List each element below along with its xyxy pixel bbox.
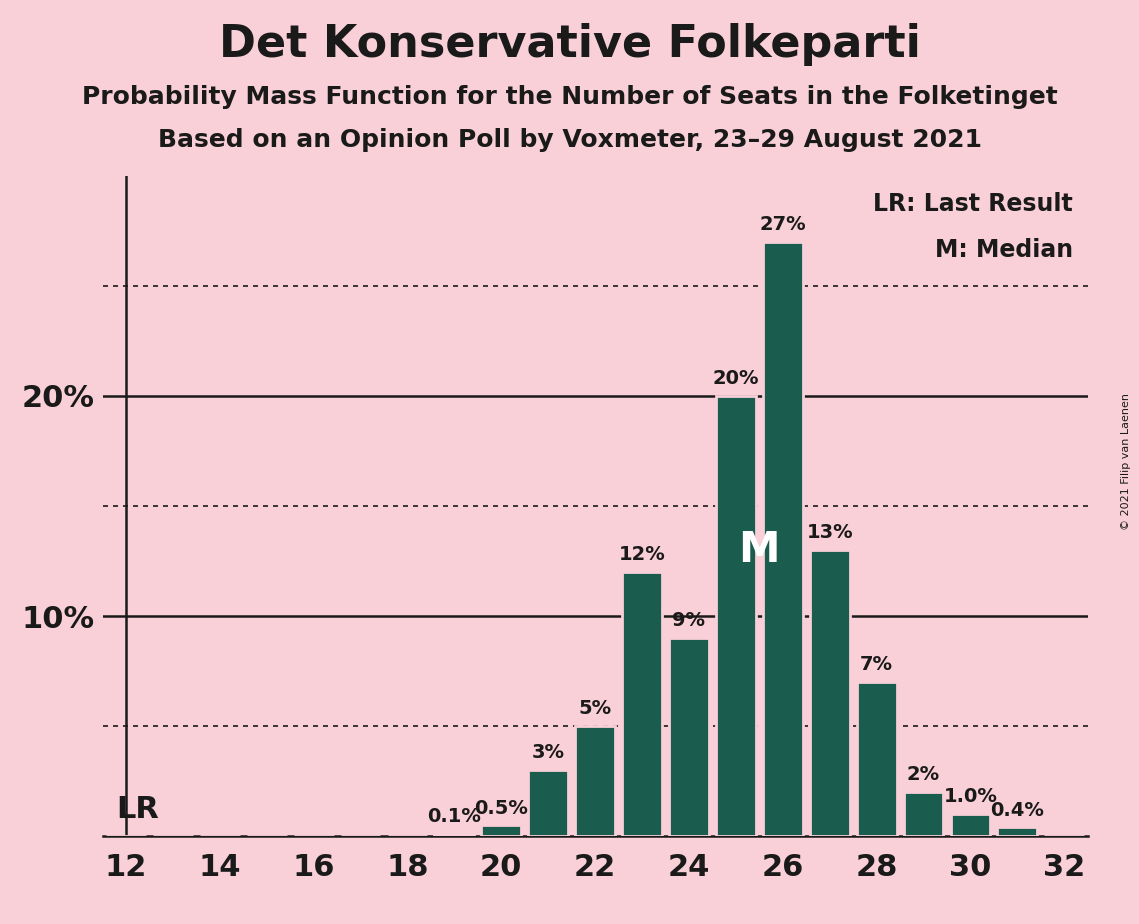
Bar bbox=[622, 572, 662, 836]
Text: 5%: 5% bbox=[579, 699, 612, 718]
Bar bbox=[763, 241, 803, 836]
Text: LR: LR bbox=[116, 796, 159, 824]
Text: 0.4%: 0.4% bbox=[991, 801, 1044, 820]
Text: Probability Mass Function for the Number of Seats in the Folketinget: Probability Mass Function for the Number… bbox=[82, 85, 1057, 109]
Bar bbox=[903, 792, 943, 836]
Text: 27%: 27% bbox=[760, 215, 806, 234]
Text: 7%: 7% bbox=[860, 655, 893, 675]
Text: 13%: 13% bbox=[806, 523, 853, 542]
Bar bbox=[482, 825, 522, 836]
Text: © 2021 Filip van Laenen: © 2021 Filip van Laenen bbox=[1121, 394, 1131, 530]
Text: Det Konservative Folkeparti: Det Konservative Folkeparti bbox=[219, 23, 920, 67]
Bar bbox=[716, 395, 756, 836]
Bar bbox=[575, 726, 615, 836]
Text: 12%: 12% bbox=[618, 545, 665, 565]
Text: 3%: 3% bbox=[532, 744, 565, 762]
Bar bbox=[528, 771, 568, 836]
Text: LR: Last Result: LR: Last Result bbox=[874, 192, 1073, 216]
Text: 1.0%: 1.0% bbox=[943, 787, 998, 807]
Text: 0.1%: 0.1% bbox=[427, 808, 482, 826]
Text: 2%: 2% bbox=[907, 765, 940, 784]
Text: 0.5%: 0.5% bbox=[474, 798, 528, 818]
Text: Based on an Opinion Poll by Voxmeter, 23–29 August 2021: Based on an Opinion Poll by Voxmeter, 23… bbox=[157, 128, 982, 152]
Bar bbox=[810, 550, 850, 836]
Bar bbox=[857, 682, 896, 836]
Bar bbox=[669, 638, 708, 836]
Bar bbox=[434, 834, 474, 836]
Text: M: M bbox=[738, 529, 779, 571]
Bar bbox=[998, 827, 1038, 836]
Text: 9%: 9% bbox=[672, 612, 705, 630]
Bar bbox=[951, 814, 991, 836]
Text: 20%: 20% bbox=[713, 369, 759, 388]
Text: M: Median: M: Median bbox=[935, 238, 1073, 262]
